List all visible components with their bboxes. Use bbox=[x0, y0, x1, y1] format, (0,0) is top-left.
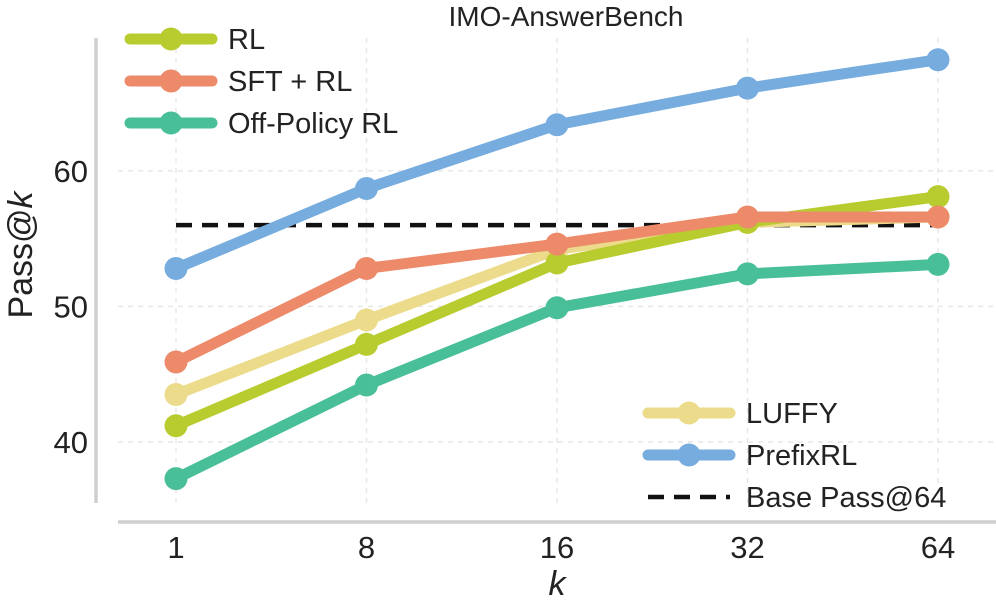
legend-label: SFT + RL bbox=[228, 66, 352, 98]
legend-entry: RL bbox=[124, 24, 265, 56]
legend-entry: SFT + RL bbox=[124, 66, 352, 98]
data-point bbox=[355, 256, 378, 280]
legend-entry: Off-Policy RL bbox=[124, 108, 398, 140]
legends: RL SFT + RL Off-Policy RL LUFFY PrefixRL Base… bbox=[124, 24, 946, 514]
legend-entry: LUFFY bbox=[642, 398, 838, 430]
data-point bbox=[355, 308, 378, 332]
data-point bbox=[736, 205, 759, 229]
x-axis-label: k bbox=[549, 565, 568, 603]
legend-bottom-right: LUFFY PrefixRL Base Pass@64 bbox=[642, 398, 946, 514]
y-tick-label: 50 bbox=[54, 289, 88, 324]
data-point bbox=[926, 48, 950, 72]
data-point bbox=[926, 185, 950, 209]
legend-entry: Base Pass@64 bbox=[648, 482, 946, 514]
y-axis-label: Pass@k bbox=[2, 189, 40, 318]
x-tick-label: 64 bbox=[921, 530, 955, 565]
data-point bbox=[736, 262, 759, 286]
x-tick-label: 32 bbox=[730, 530, 764, 565]
series-group bbox=[164, 48, 950, 491]
data-point bbox=[926, 252, 950, 276]
chart-title: IMO-AnswerBench bbox=[449, 1, 684, 32]
x-tick-label: 8 bbox=[358, 530, 375, 565]
legend-label: RL bbox=[228, 24, 265, 56]
data-point bbox=[355, 176, 378, 200]
data-point bbox=[164, 467, 188, 491]
y-tick-label: 60 bbox=[54, 154, 88, 189]
data-point bbox=[164, 256, 188, 280]
legend-label: LUFFY bbox=[746, 398, 838, 430]
tick-labels: 1 8 16 32 64 40 50 60 bbox=[54, 154, 956, 565]
legend-swatch-marker bbox=[677, 443, 701, 467]
series-prefixrl bbox=[164, 48, 950, 280]
data-point bbox=[736, 76, 759, 100]
series-sft-rl bbox=[164, 205, 950, 374]
legend-top-left: RL SFT + RL Off-Policy RL bbox=[124, 24, 398, 140]
data-point bbox=[164, 414, 188, 438]
data-point bbox=[545, 232, 569, 256]
legend-label: Base Pass@64 bbox=[746, 482, 946, 514]
legend-swatch-marker bbox=[677, 401, 701, 425]
legend-entry: PrefixRL bbox=[642, 440, 857, 472]
data-point bbox=[355, 373, 378, 397]
x-tick-label: 16 bbox=[540, 530, 574, 565]
legend-label: PrefixRL bbox=[746, 440, 857, 472]
data-point bbox=[545, 113, 569, 137]
data-point bbox=[545, 296, 569, 320]
data-point bbox=[926, 205, 950, 229]
series-off-policy-rl bbox=[164, 252, 950, 491]
x-tick-label: 1 bbox=[167, 530, 184, 565]
legend-swatch-marker bbox=[159, 27, 183, 51]
data-point bbox=[164, 383, 188, 407]
data-point bbox=[355, 332, 378, 356]
legend-swatch-marker bbox=[159, 111, 183, 135]
y-axis-label-k: k bbox=[2, 189, 40, 208]
data-point bbox=[545, 251, 569, 275]
legend-label: Off-Policy RL bbox=[228, 108, 398, 140]
data-point bbox=[164, 350, 188, 374]
legend-swatch-marker bbox=[159, 69, 183, 93]
y-tick-label: 40 bbox=[54, 425, 88, 460]
y-axis-label-prefix: Pass@ bbox=[2, 208, 40, 318]
